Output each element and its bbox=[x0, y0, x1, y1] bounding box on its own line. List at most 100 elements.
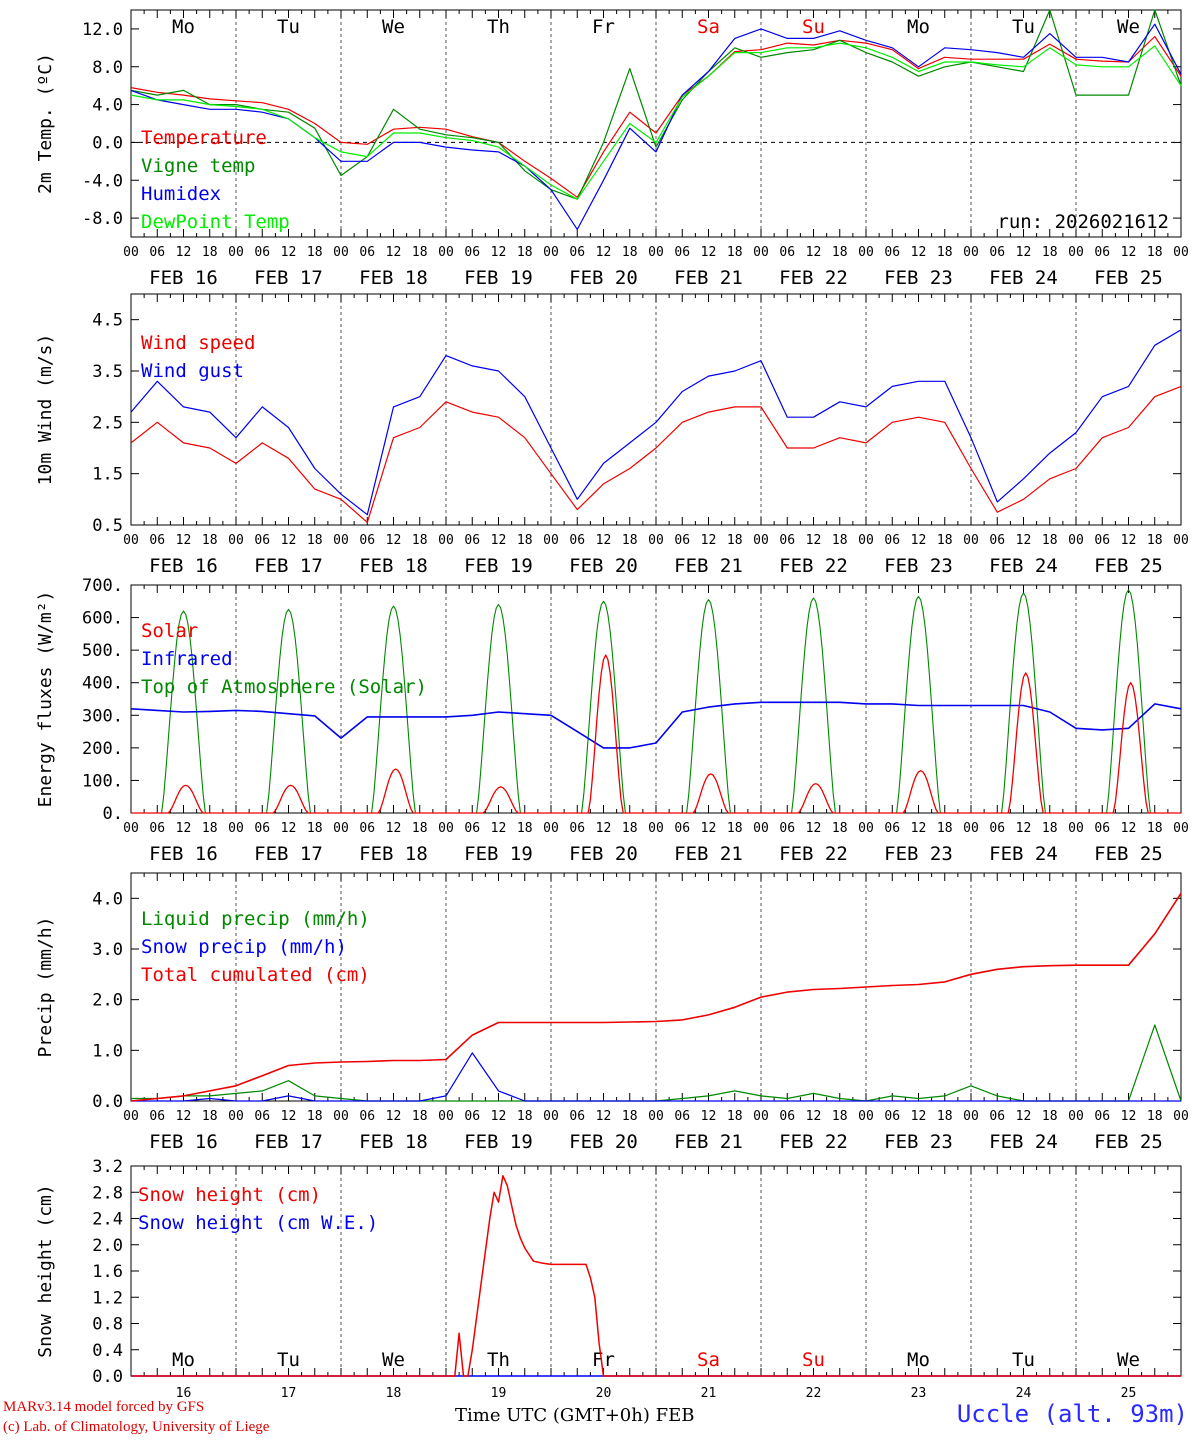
hour-tick-label: 00 bbox=[858, 245, 874, 260]
hour-tick-label: 00 bbox=[753, 245, 769, 260]
date-label: FEB 23 bbox=[884, 1131, 953, 1153]
hour-tick-label: 18 bbox=[622, 533, 638, 548]
hour-tick-label: 18 bbox=[832, 1109, 848, 1124]
hour-tick-label: 00 bbox=[648, 1109, 664, 1124]
y-tick-label: 300. bbox=[82, 706, 123, 726]
total-cumulated-cm-line bbox=[130, 892, 1182, 1102]
vigne-templine bbox=[130, 9, 1182, 200]
y-tick-label: 2.0 bbox=[92, 991, 123, 1011]
hour-tick-label: 00 bbox=[753, 1109, 769, 1124]
hour-tick-label: 00 bbox=[543, 245, 559, 260]
hour-tick-label: 18 bbox=[412, 533, 428, 548]
hour-tick-label: 06 bbox=[779, 533, 795, 548]
hour-tick-label: 18 bbox=[1147, 1109, 1163, 1124]
hour-tick-label: 06 bbox=[674, 1109, 690, 1124]
hour-tick-label: 12 bbox=[701, 821, 717, 836]
legend-item: Vigne temp bbox=[141, 155, 255, 177]
hour-tick-label: 06 bbox=[254, 533, 270, 548]
hour-tick-label: 00 bbox=[543, 1109, 559, 1124]
weekday-label: Mo bbox=[907, 1349, 930, 1371]
hour-tick-label: 06 bbox=[884, 245, 900, 260]
hour-tick-label: 18 bbox=[307, 533, 323, 548]
hour-tick-label: 18 bbox=[1042, 821, 1058, 836]
hour-tick-label: 00 bbox=[123, 821, 139, 836]
hour-tick-label: 18 bbox=[1147, 533, 1163, 548]
date-label: FEB 18 bbox=[359, 555, 428, 577]
hour-tick-label: 12 bbox=[281, 1109, 297, 1124]
hour-tick-label: 12 bbox=[1121, 245, 1137, 260]
legend-item: Temperature bbox=[141, 127, 267, 149]
y-tick-label: -4.0 bbox=[82, 171, 123, 191]
hour-tick-label: 06 bbox=[884, 821, 900, 836]
hour-tick-label: 00 bbox=[1173, 245, 1189, 260]
credit-line-lab: (c) Lab. of Climatology, University of L… bbox=[3, 1419, 270, 1435]
date-label: FEB 24 bbox=[989, 843, 1058, 865]
legend-item: DewPoint Temp bbox=[141, 211, 290, 233]
hour-tick-label: 12 bbox=[491, 245, 507, 260]
hour-tick-label: 00 bbox=[333, 1109, 349, 1124]
y-tick-label: 0.4 bbox=[92, 1341, 123, 1361]
hour-tick-label: 00 bbox=[858, 533, 874, 548]
date-label: FEB 21 bbox=[674, 267, 743, 289]
date-label: FEB 17 bbox=[254, 843, 323, 865]
weekday-label: We bbox=[382, 16, 405, 38]
hour-tick-label: 18 bbox=[727, 821, 743, 836]
hour-tick-label: 12 bbox=[386, 821, 402, 836]
hour-tick-label: 06 bbox=[884, 1109, 900, 1124]
day-number-label: 24 bbox=[1016, 1386, 1032, 1401]
weekday-label: Th bbox=[487, 1349, 510, 1371]
hour-tick-label: 12 bbox=[1016, 821, 1032, 836]
hour-tick-label: 18 bbox=[412, 821, 428, 836]
hour-tick-label: 12 bbox=[596, 821, 612, 836]
hour-tick-label: 12 bbox=[806, 533, 822, 548]
weekday-label: Tu bbox=[277, 16, 300, 38]
y-tick-label: 8.0 bbox=[92, 58, 123, 78]
hour-tick-label: 18 bbox=[517, 245, 533, 260]
hour-tick-label: 00 bbox=[333, 821, 349, 836]
y-tick-label: 0.0 bbox=[92, 1367, 123, 1387]
hour-tick-label: 18 bbox=[517, 533, 533, 548]
y-tick-label: 4.0 bbox=[92, 96, 123, 116]
hour-tick-label: 18 bbox=[202, 821, 218, 836]
hour-tick-label: 12 bbox=[596, 1109, 612, 1124]
wind-speedline bbox=[130, 385, 1182, 524]
day-number-label: 18 bbox=[386, 1386, 402, 1401]
hour-tick-label: 06 bbox=[1094, 821, 1110, 836]
wind-gustline bbox=[130, 329, 1182, 516]
hour-tick-label: 18 bbox=[727, 245, 743, 260]
hour-tick-label: 12 bbox=[386, 1109, 402, 1124]
y-tick-label: 3.5 bbox=[92, 362, 123, 382]
hour-tick-label: 06 bbox=[1094, 533, 1110, 548]
hour-tick-label: 06 bbox=[254, 821, 270, 836]
y-axis-label: Precip (mm/h) bbox=[35, 917, 56, 1058]
hour-tick-label: 12 bbox=[176, 533, 192, 548]
hour-tick-label: 00 bbox=[438, 1109, 454, 1124]
weekday-label: Th bbox=[487, 16, 510, 38]
y-tick-label: 0.5 bbox=[92, 516, 123, 536]
hour-tick-label: 06 bbox=[674, 821, 690, 836]
date-label: FEB 21 bbox=[674, 843, 743, 865]
date-label: FEB 18 bbox=[359, 267, 428, 289]
hour-tick-label: 06 bbox=[569, 533, 585, 548]
hour-tick-label: 00 bbox=[963, 821, 979, 836]
hour-tick-label: 00 bbox=[753, 821, 769, 836]
date-label: FEB 25 bbox=[1094, 267, 1163, 289]
day-number-label: 25 bbox=[1121, 1386, 1137, 1401]
hour-tick-label: 06 bbox=[464, 245, 480, 260]
y-tick-label: 2.8 bbox=[92, 1183, 123, 1203]
hour-tick-label: 12 bbox=[176, 821, 192, 836]
day-number-label: 22 bbox=[806, 1386, 822, 1401]
y-axis-label: Snow height (cm) bbox=[35, 1184, 56, 1357]
hour-tick-label: 00 bbox=[1068, 533, 1084, 548]
hour-tick-label: 18 bbox=[1042, 533, 1058, 548]
weekday-label: We bbox=[1117, 1349, 1140, 1371]
legend-item: Total cumulated (cm) bbox=[141, 964, 370, 986]
date-label: FEB 24 bbox=[989, 1131, 1058, 1153]
hour-tick-label: 12 bbox=[701, 533, 717, 548]
y-tick-label: 1.0 bbox=[92, 1041, 123, 1061]
legend-item: Liquid precip (mm/h) bbox=[141, 908, 370, 930]
weekday-label: We bbox=[382, 1349, 405, 1371]
hour-tick-label: 00 bbox=[123, 245, 139, 260]
legend-item: Wind gust bbox=[141, 360, 244, 382]
